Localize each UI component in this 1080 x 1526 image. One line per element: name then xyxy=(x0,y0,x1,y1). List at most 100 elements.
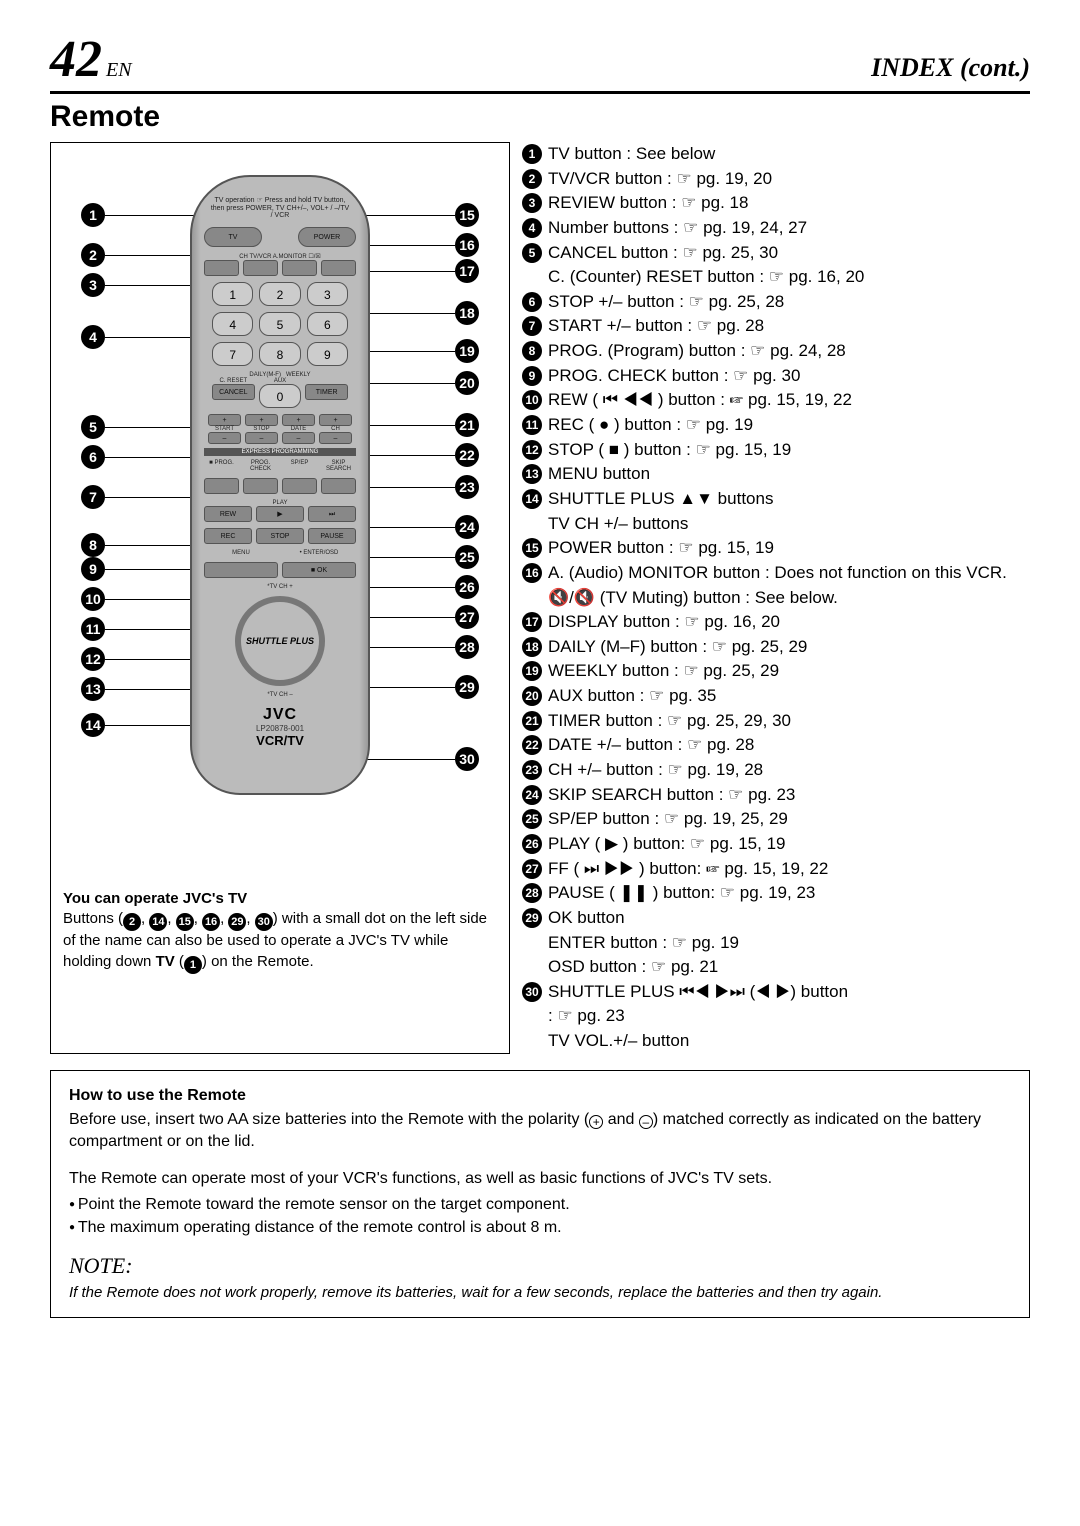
num-1: 1 xyxy=(212,282,253,306)
ref-sub: TV CH +/– buttons xyxy=(548,512,1030,537)
ref-item-14: 14SHUTTLE PLUS ▲▼ buttons xyxy=(522,487,1030,512)
ref-num: 8 xyxy=(522,341,542,361)
ref-num: 26 xyxy=(522,834,542,854)
ref-item-16: 16A. (Audio) MONITOR button : Does not f… xyxy=(522,561,1030,586)
reference-list: 1TV button : See below2TV/VCR button : ☞… xyxy=(522,142,1030,1054)
callout-10: 10 xyxy=(81,587,105,611)
tvch-plus-label: *TV CH + xyxy=(204,584,356,590)
shuttle-label: SHUTTLE PLUS xyxy=(246,636,314,646)
ref-text: CH +/– button : ☞ pg. 19, 28 xyxy=(548,758,1030,783)
ref-num: 7 xyxy=(522,316,542,336)
callout-8: 8 xyxy=(81,533,105,557)
ref-sub: TV VOL.+/– button xyxy=(548,1029,1030,1054)
callout-11: 11 xyxy=(81,617,105,641)
minus-btn: – xyxy=(208,432,241,444)
ref-item-29: 29 OK button xyxy=(522,906,1030,931)
ref-text: FF ( ⏭ ▶▶ ) button: ☞ pg. 15, 19, 22 xyxy=(548,857,1030,882)
note-body: If the Remote does not work properly, re… xyxy=(69,1282,1011,1303)
ref-num: 21 xyxy=(522,711,542,731)
ref-item-11: 11REC ( ● ) button : ☞ pg. 19 xyxy=(522,413,1030,438)
ref-text: SP/EP button : ☞ pg. 19, 25, 29 xyxy=(548,807,1030,832)
ref-num: 17 xyxy=(522,612,542,632)
express-label: EXPRESS PROGRAMMING xyxy=(204,448,356,456)
ok-btn: ■ OK xyxy=(282,562,356,578)
start-stop-row: + START – + STOP – + DATE – xyxy=(208,414,352,444)
callout-24: 24 xyxy=(455,515,479,539)
ref-text: SKIP SEARCH button : ☞ pg. 23 xyxy=(548,783,1030,808)
menu-ok-row: MENU • ENTER/OSD xyxy=(204,550,356,556)
ref-text: SHUTTLE PLUS ▲▼ buttons xyxy=(548,487,1030,512)
page-number: 42EN xyxy=(50,30,132,89)
howto-box: How to use the Remote Before use, insert… xyxy=(50,1070,1030,1318)
callout-1: 1 xyxy=(81,203,105,227)
remote-top-text: TV operation ☞ Press and hold TV button,… xyxy=(210,197,350,220)
ref-sub: OSD button : ☞ pg. 21 xyxy=(548,955,1030,980)
ref-num: 3 xyxy=(522,193,542,213)
callout-23: 23 xyxy=(455,475,479,499)
ref-text: Number buttons : ☞ pg. 19, 24, 27 xyxy=(548,216,1030,241)
num-6: 6 xyxy=(307,312,348,336)
howto-para1: Before use, insert two AA size batteries… xyxy=(69,1109,1011,1154)
spep-label: SP/EP xyxy=(282,460,317,472)
ref-num: 1 xyxy=(522,144,542,164)
vcrtv-label: VCR/TV xyxy=(204,733,356,748)
ref-item-20: 20AUX button : ☞ pg. 35 xyxy=(522,684,1030,709)
power-button: POWER xyxy=(298,227,356,247)
prog-label: ■ PROG. xyxy=(204,460,239,472)
ref-text: REW ( ⏮ ◀◀ ) button : ☞ pg. 15, 19, 22 xyxy=(548,388,1030,413)
ref-item-25: 25SP/EP button : ☞ pg. 19, 25, 29 xyxy=(522,807,1030,832)
remote-diagram-box: 1234567891011121314 15161718192021222324… xyxy=(50,142,510,1054)
remote-row-tv-power: TV POWER xyxy=(204,227,356,247)
ref-item-19: 19WEEKLY button : ☞ pg. 25, 29 xyxy=(522,659,1030,684)
skip-label: SKIP SEARCH xyxy=(321,460,356,472)
pause-btn: PAUSE xyxy=(308,528,356,544)
rew-btn: REW xyxy=(204,506,252,522)
callout-27: 27 xyxy=(455,605,479,629)
ref-sub: C. (Counter) RESET button : ☞ pg. 16, 20 xyxy=(548,265,1030,290)
ref-text: START +/– button : ☞ pg. 28 xyxy=(548,314,1030,339)
ref-text: OK button xyxy=(548,906,1030,931)
ref-text: WEEKLY button : ☞ pg. 25, 29 xyxy=(548,659,1030,684)
num-5: 5 xyxy=(259,312,300,336)
num-9: 9 xyxy=(307,342,348,366)
plus-btn: + xyxy=(208,414,241,426)
ref-sub: : ☞ pg. 23 xyxy=(548,1004,1030,1029)
cancel-btn: CANCEL xyxy=(212,384,255,400)
bullet-2: The maximum operating distance of the re… xyxy=(69,1217,1011,1239)
ref-item-8: 8 PROG. (Program) button : ☞ pg. 24, 28 xyxy=(522,339,1030,364)
ref-num: 24 xyxy=(522,785,542,805)
ref-text: PROG. (Program) button : ☞ pg. 24, 28 xyxy=(548,339,1030,364)
callout-29: 29 xyxy=(455,675,479,699)
index-title: INDEX (cont.) xyxy=(871,53,1030,83)
menu-ok-btns: ■ OK xyxy=(204,562,356,578)
ref-item-5: 5CANCEL button : ☞ pg. 25, 30 xyxy=(522,241,1030,266)
menu-label: MENU xyxy=(204,550,278,556)
num-4: 4 xyxy=(212,312,253,336)
ref-text: PROG. CHECK button : ☞ pg. 30 xyxy=(548,364,1030,389)
ref-text: DISPLAY button : ☞ pg. 16, 20 xyxy=(548,610,1030,635)
ref-item-26: 26PLAY ( ▶ ) button: ☞ pg. 15, 19 xyxy=(522,832,1030,857)
callout-28: 28 xyxy=(455,635,479,659)
num-8: 8 xyxy=(259,342,300,366)
ref-num: 23 xyxy=(522,760,542,780)
tvvcr-btn xyxy=(243,260,278,276)
ref-item-15: 15POWER button : ☞ pg. 15, 19 xyxy=(522,536,1030,561)
page-number-value: 42 xyxy=(50,31,102,88)
num-0: 0 xyxy=(259,384,302,408)
ref-num: 15 xyxy=(522,538,542,558)
ref-num: 18 xyxy=(522,637,542,657)
ref-num: 9 xyxy=(522,366,542,386)
ref-item-10: 10REW ( ⏮ ◀◀ ) button : ☞ pg. 15, 19, 22 xyxy=(522,388,1030,413)
num-3: 3 xyxy=(307,282,348,306)
cancel-row: CANCEL 0 TIMER xyxy=(212,384,348,408)
prog-btn-row xyxy=(204,478,356,494)
ref-sub: 🔇/🔇 (TV Muting) button : See below. xyxy=(548,586,1030,611)
howto-para2: The Remote can operate most of your VCR'… xyxy=(69,1168,1011,1190)
operate-note: You can operate JVC's TV Buttons (2, 14,… xyxy=(63,889,497,974)
ref-item-4: 4Number buttons : ☞ pg. 19, 24, 27 xyxy=(522,216,1030,241)
operate-note-title: You can operate JVC's TV xyxy=(63,889,497,909)
callout-2: 2 xyxy=(81,243,105,267)
ref-num: 11 xyxy=(522,415,542,435)
ref-num: 29 xyxy=(522,908,542,928)
callout-7: 7 xyxy=(81,485,105,509)
